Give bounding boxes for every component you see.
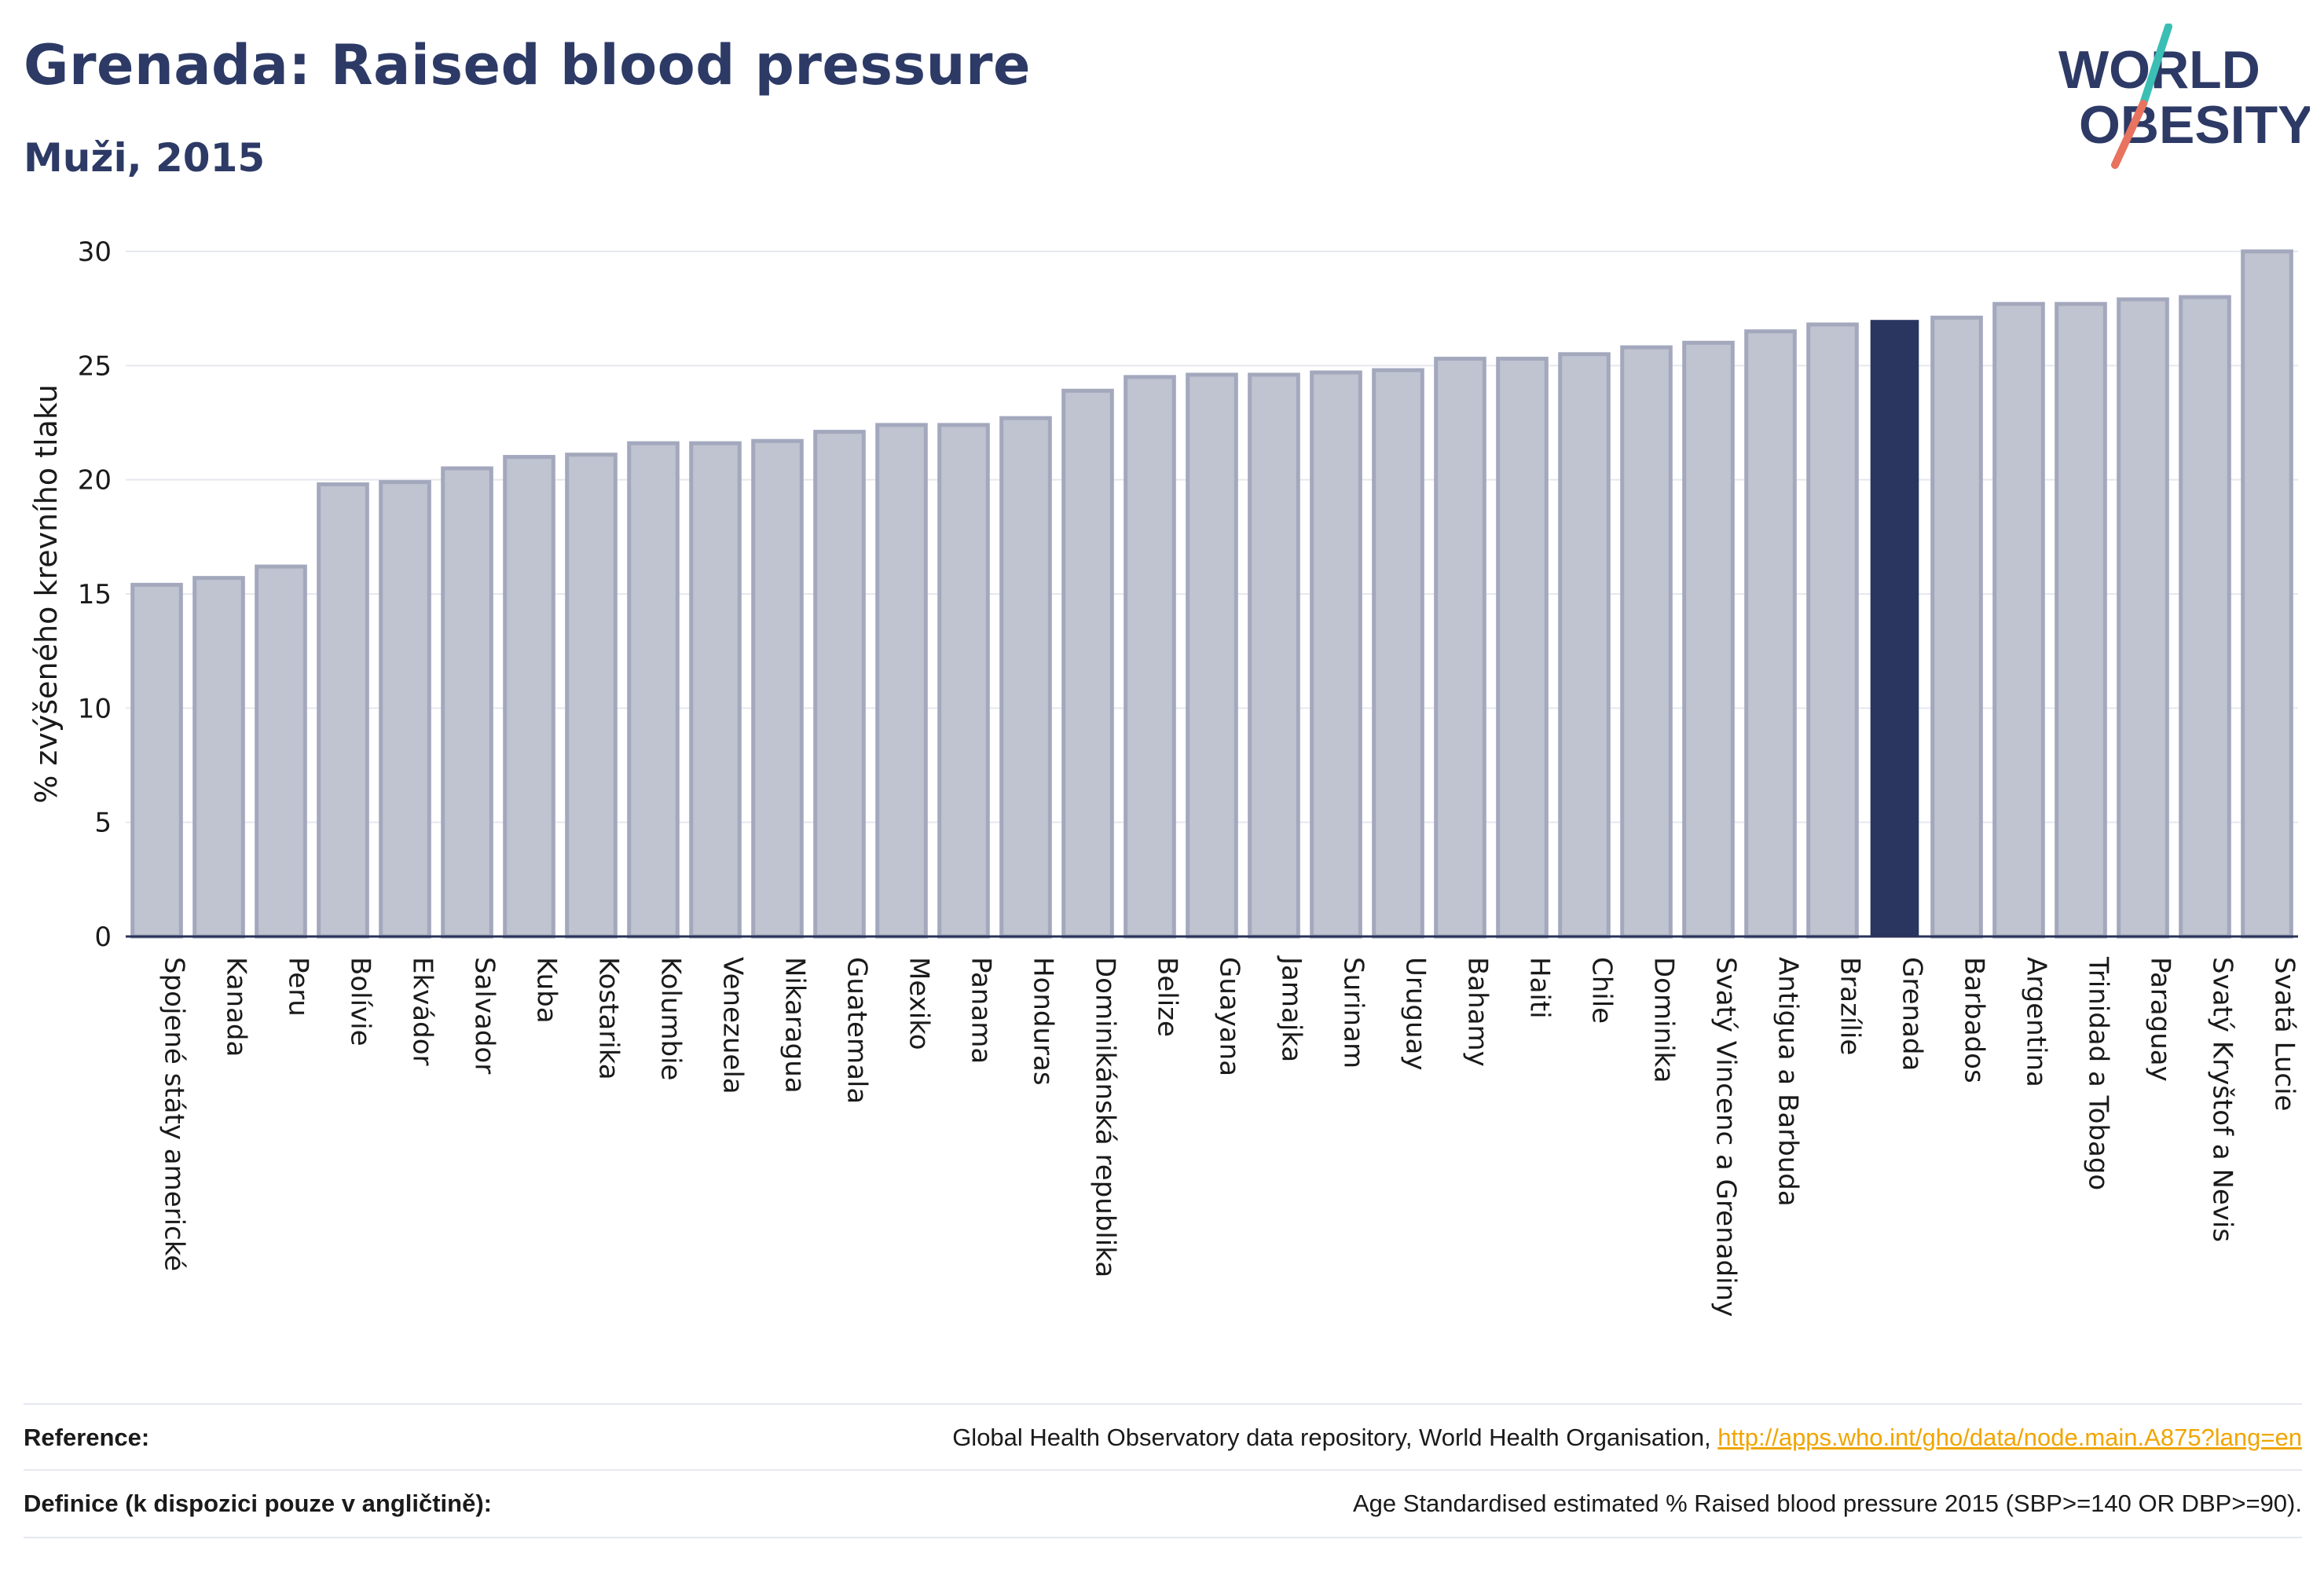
x-tick-label: Kuba <box>531 957 563 1024</box>
bar[interactable] <box>751 438 804 939</box>
bar[interactable] <box>1434 357 1486 939</box>
reference-row: Reference: Global Health Observatory dat… <box>24 1405 2302 1471</box>
y-tick-label: 25 <box>78 350 112 382</box>
logo-line2: OBESITY <box>2079 95 2310 155</box>
bar[interactable] <box>627 441 680 939</box>
x-tick-label: Antigua a Barbuda <box>1772 957 1804 1207</box>
bar-highlighted[interactable] <box>1870 320 1919 936</box>
y-axis: 0 5 10 15 20 25 30 <box>78 236 112 953</box>
bar[interactable] <box>317 482 369 939</box>
x-tick-label: Svatá Lucie <box>2269 957 2300 1111</box>
footer-divider-bottom <box>24 1537 2302 1538</box>
x-tick-label: Kolumbie <box>655 957 687 1080</box>
x-tick-label: Bahamy <box>1462 957 1494 1067</box>
chart-subtitle: Muži, 2015 <box>24 135 266 181</box>
world-obesity-logo: WORLD OBESITY <box>2058 24 2310 169</box>
x-tick-label: Peru <box>283 957 314 1017</box>
footer-divider-middle <box>24 1469 2302 1471</box>
bar[interactable] <box>192 576 245 939</box>
definition-row: Definice (k dispozici pouze v angličtině… <box>24 1471 2302 1537</box>
x-tick-label: Dominika <box>1648 957 1680 1083</box>
x-tick-label: Nikaragua <box>779 957 811 1094</box>
x-tick-label: Guatemala <box>841 957 873 1104</box>
bar[interactable] <box>875 423 928 939</box>
x-axis: Spojené státy americké Kanada Peru Bolívie E… <box>126 935 2300 1317</box>
logo-slash-top <box>2139 24 2172 108</box>
bar[interactable] <box>379 480 431 939</box>
bar[interactable] <box>1061 388 1114 939</box>
x-tick-label: Ekvádor <box>407 957 438 1066</box>
x-tick-label: Honduras <box>1028 957 1059 1086</box>
y-tick-label: 30 <box>78 236 112 268</box>
bar[interactable] <box>2179 295 2231 939</box>
bar[interactable] <box>1248 372 1300 939</box>
x-tick-label: Barbados <box>1959 957 1990 1083</box>
y-tick-label: 10 <box>78 693 112 724</box>
reference-link[interactable]: http://apps.who.int/gho/data/node.main.A… <box>1717 1424 2302 1451</box>
bar[interactable] <box>1744 329 1797 939</box>
x-tick-label: Argentina <box>2021 957 2052 1087</box>
bar[interactable] <box>255 564 307 939</box>
reference-value: Global Health Observatory data repositor… <box>952 1424 2302 1452</box>
x-tick-label: Chile <box>1586 957 1618 1024</box>
x-tick-label: Surinam <box>1338 957 1369 1068</box>
x-tick-label: Svatý Vincenc a Grenadiny <box>1710 957 1742 1317</box>
x-tick-label: Salvador <box>469 957 500 1074</box>
x-tick-label: Guayana <box>1214 957 1245 1076</box>
chart-title: Grenada: Raised blood pressure <box>24 33 1032 97</box>
logo-slash-bottom <box>2111 100 2147 169</box>
bar-chart: 0 5 10 15 20 25 30 Spojené státy americké Kanad… <box>29 236 2300 1317</box>
x-tick-label: Haiti <box>1524 957 1556 1019</box>
bar[interactable] <box>503 455 555 939</box>
x-tick-label: Grenada <box>1897 957 1928 1071</box>
bar[interactable] <box>999 416 1052 939</box>
x-tick-label: Belize <box>1152 957 1183 1037</box>
x-tick-label: Mexiko <box>904 957 935 1050</box>
x-tick-label: Svatý Kryštof a Nevis <box>2207 957 2238 1242</box>
x-tick-label: Jamajka <box>1276 955 1307 1062</box>
bar[interactable] <box>1372 368 1424 939</box>
y-tick-label: 20 <box>78 465 112 497</box>
x-tick-label: Spojené státy americké <box>159 957 190 1271</box>
bar[interactable] <box>1186 372 1238 939</box>
bar[interactable] <box>441 466 493 939</box>
bar[interactable] <box>813 430 866 939</box>
x-tick-label: Panama <box>966 957 997 1064</box>
x-tick-label: Venezuela <box>717 957 749 1094</box>
bar[interactable] <box>1806 322 1859 939</box>
y-axis-label: % zvýšeného krevního tlaku <box>29 384 64 804</box>
bar[interactable] <box>1930 315 1983 939</box>
bar[interactable] <box>2055 302 2107 939</box>
reference-label: Reference: <box>24 1424 150 1451</box>
x-tick-label: Uruguay <box>1400 957 1431 1071</box>
x-tick-label: Brazílie <box>1835 957 1866 1055</box>
bar[interactable] <box>1496 357 1549 939</box>
x-tick-label: Kanada <box>221 957 252 1057</box>
definition-text: Age Standardised estimated % Raised bloo… <box>1352 1490 2302 1517</box>
footer-divider-top <box>24 1403 2302 1405</box>
bar[interactable] <box>1124 375 1176 939</box>
bar[interactable] <box>689 441 742 939</box>
bar[interactable] <box>2117 297 2169 939</box>
x-tick-label: Dominikánská republika <box>1090 957 1121 1277</box>
bar[interactable] <box>2241 249 2293 939</box>
bar[interactable] <box>1558 352 1611 939</box>
bar[interactable] <box>130 582 183 939</box>
bar[interactable] <box>1310 370 1362 939</box>
y-tick-label: 0 <box>94 922 112 953</box>
reference-text: Global Health Observatory data repositor… <box>952 1424 1718 1451</box>
x-tick-label: Paraguay <box>2145 957 2176 1082</box>
y-tick-label: 15 <box>78 579 112 610</box>
x-tick-label: Trinidad a Tobago <box>2083 956 2114 1190</box>
y-tick-label: 5 <box>94 808 112 839</box>
x-tick-label: Kostarika <box>593 957 625 1080</box>
bar[interactable] <box>1682 340 1735 939</box>
definition-label: Definice (k dispozici pouze v angličtině… <box>24 1490 492 1517</box>
bar[interactable] <box>565 453 618 939</box>
bars <box>130 249 2293 939</box>
bar[interactable] <box>937 423 990 939</box>
x-tick-label: Bolívie <box>345 957 376 1046</box>
bar[interactable] <box>1620 345 1673 939</box>
bar[interactable] <box>1992 302 2045 939</box>
